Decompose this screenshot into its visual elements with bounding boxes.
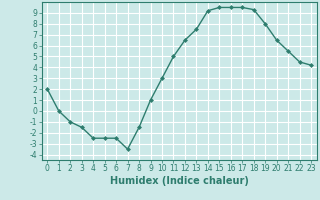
X-axis label: Humidex (Indice chaleur): Humidex (Indice chaleur) bbox=[110, 176, 249, 186]
